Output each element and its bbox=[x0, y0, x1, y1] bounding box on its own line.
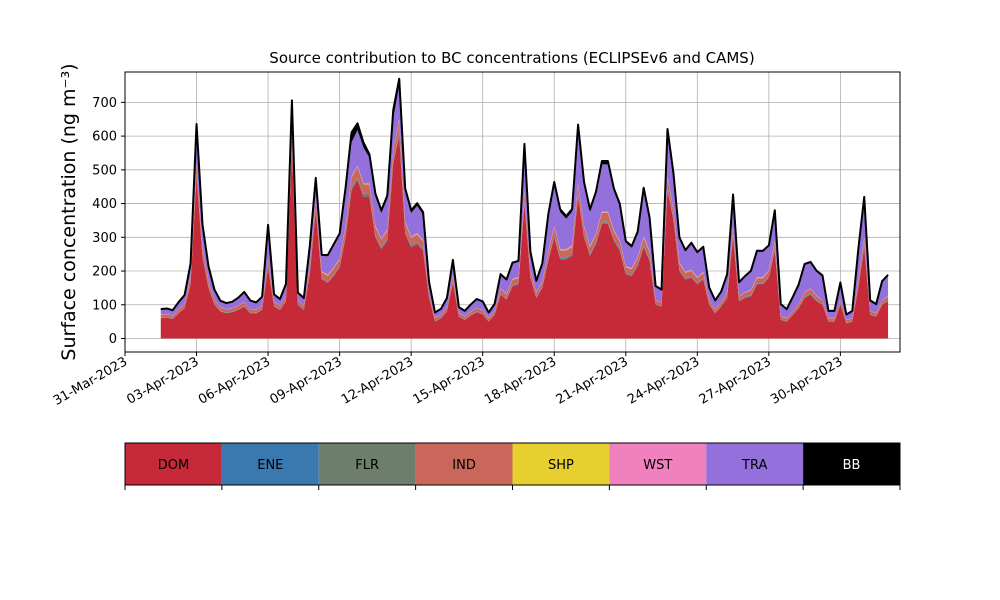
y-tick-label: 200 bbox=[92, 265, 117, 280]
legend-label-wst: WST bbox=[643, 458, 672, 473]
total-line-group bbox=[160, 77, 889, 316]
legend-label-shp: SHP bbox=[548, 458, 574, 473]
series-areas bbox=[160, 78, 889, 339]
legend-label-flr: FLR bbox=[355, 458, 379, 473]
legend-swatch-ene bbox=[221, 443, 319, 485]
y-tick-label: 400 bbox=[92, 197, 117, 212]
y-axis-ticks: 0 100 200 300 400 500 600 700 bbox=[92, 96, 125, 347]
legend-swatch-dom bbox=[125, 443, 222, 485]
y-tick-label: 600 bbox=[92, 130, 117, 145]
y-axis-label: Surface concentration (ng m⁻³) bbox=[58, 63, 80, 360]
legend-label-bb: BB bbox=[843, 458, 861, 473]
legend-swatch-ind bbox=[415, 443, 513, 485]
legend-swatch-wst bbox=[609, 443, 707, 485]
legend-swatch-flr bbox=[318, 443, 416, 485]
y-tick-label: 700 bbox=[92, 96, 117, 111]
area-dom bbox=[160, 136, 889, 339]
legend-colorbar: DOM ENE FLR IND SHP WST TRA BB bbox=[124, 442, 901, 490]
legend-label-tra: TRA bbox=[741, 458, 767, 473]
legend-swatch-shp bbox=[512, 443, 610, 485]
total-line bbox=[160, 77, 889, 316]
legend-label-ene: ENE bbox=[257, 458, 283, 473]
legend-label-ind: IND bbox=[452, 458, 476, 473]
plot-frame bbox=[124, 71, 901, 353]
legend-label-dom: DOM bbox=[158, 458, 189, 473]
y-tick-label: 300 bbox=[92, 231, 117, 246]
legend-swatch-tra bbox=[706, 443, 804, 485]
y-tick-label: 500 bbox=[92, 163, 117, 178]
y-tick-label: 100 bbox=[92, 298, 117, 313]
chart-title: Source contribution to BC concentrations… bbox=[269, 49, 754, 67]
y-tick-label: 0 bbox=[109, 332, 117, 347]
legend-swatch-bb bbox=[803, 443, 900, 485]
